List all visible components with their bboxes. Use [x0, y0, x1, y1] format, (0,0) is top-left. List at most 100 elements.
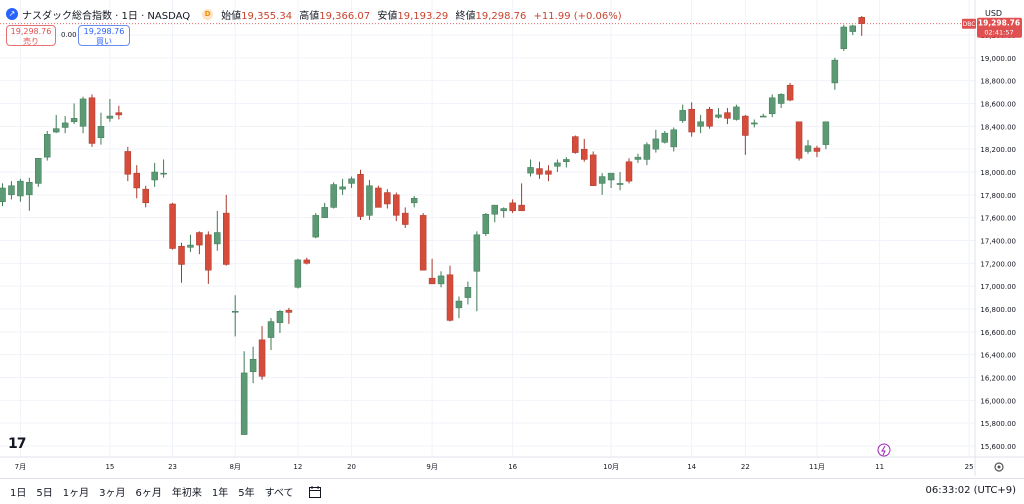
ohlc-readout: 始値19,355.34 高値19,366.07 安値19,193.29 終値19… — [221, 7, 622, 22]
candle-body — [625, 161, 633, 182]
candle — [231, 295, 239, 337]
currency-label[interactable]: USD — [985, 9, 1003, 18]
candle — [357, 169, 364, 220]
candle-body — [491, 204, 498, 215]
sell-button[interactable]: 19,298.76 売り — [6, 25, 56, 46]
timeframe-1m[interactable]: 1ヶ月 — [62, 488, 90, 499]
settings-gear-icon[interactable] — [994, 462, 1004, 472]
spread-value: 0.00 — [61, 31, 77, 39]
candle-body — [572, 136, 579, 153]
chart-area[interactable]: 15,600.00 15,800.00 16,000.00 16,200.00 16,4… — [0, 0, 1024, 476]
candle-body — [330, 184, 337, 208]
candle — [366, 179, 373, 220]
candle-body — [178, 245, 185, 265]
candle-body — [760, 115, 767, 118]
candle — [249, 346, 257, 384]
candle-body — [133, 172, 140, 189]
candle-body — [536, 168, 543, 175]
open-label: 始値 — [221, 10, 242, 22]
candle — [473, 231, 481, 312]
timeframe-all[interactable]: すべて — [264, 488, 294, 499]
x-tick-label: 8月 — [229, 463, 240, 471]
candle-body — [231, 311, 239, 313]
candle-body — [410, 198, 418, 204]
candle-body — [52, 128, 60, 133]
timeframe-5d[interactable]: 5日 — [36, 488, 53, 499]
candle-body — [79, 98, 87, 127]
candle — [634, 153, 642, 163]
candle-body — [384, 192, 391, 205]
close-label: 終値 — [455, 10, 476, 22]
candle-body — [589, 154, 597, 186]
candle-body — [679, 110, 686, 121]
candle — [196, 231, 203, 255]
candle-body — [527, 167, 534, 174]
candle — [598, 173, 606, 195]
timeframe-ytd[interactable]: 年初来 — [171, 488, 202, 499]
candle — [178, 242, 185, 283]
timeframe-1d[interactable]: 1日 — [10, 488, 27, 499]
candle-body — [124, 151, 132, 175]
candle-body — [321, 207, 328, 218]
candle-body — [446, 274, 454, 321]
candle-body — [742, 115, 749, 136]
candle — [464, 281, 472, 305]
candle-body — [160, 172, 167, 175]
candle-body — [196, 232, 203, 246]
clock-timezone[interactable]: 06:33:02 (UTC+9) — [925, 485, 1016, 496]
timeframe-6m[interactable]: 6ヶ月 — [135, 488, 162, 499]
candle — [688, 102, 695, 137]
candle — [742, 114, 749, 155]
candle — [554, 159, 561, 172]
candle — [339, 178, 346, 195]
buy-label: 買い — [96, 37, 112, 46]
candle — [840, 24, 848, 51]
candle — [804, 140, 812, 154]
timeframe-1y[interactable]: 1年 — [211, 488, 229, 499]
dividend-badge[interactable]: D — [202, 8, 214, 20]
change-value: +11.99 (+0.06%) — [533, 10, 622, 22]
candle-body — [17, 180, 24, 197]
calendar-goto-icon[interactable] — [308, 485, 322, 499]
candle — [455, 296, 463, 319]
sell-label: 売り — [23, 37, 39, 46]
candle — [428, 258, 436, 285]
candle — [536, 161, 543, 179]
candle-body — [455, 300, 463, 309]
x-tick-label: 20 — [347, 463, 356, 471]
candlestick-chart[interactable]: 15,600.00 15,800.00 16,000.00 16,200.00 16,4… — [0, 0, 1024, 476]
candle-body — [419, 215, 427, 271]
symbol-title[interactable]: ナスダック総合指数 · 1日 · NASDAQ — [22, 10, 191, 22]
x-tick-label: 7月 — [15, 463, 26, 471]
candle — [706, 106, 713, 129]
candle — [330, 182, 337, 209]
candle-body — [8, 185, 15, 196]
lightning-icon[interactable] — [877, 443, 891, 457]
symbol-logo-icon: ↗ — [6, 8, 18, 20]
y-tick-label: 16,600.00 — [980, 329, 1016, 337]
timeframe-3m[interactable]: 3ヶ月 — [99, 488, 126, 499]
candle — [491, 204, 498, 223]
buy-button[interactable]: 19,298.76 買い — [78, 25, 130, 46]
candle — [240, 351, 248, 435]
candle — [321, 202, 328, 218]
candle — [652, 129, 660, 153]
tradingview-logo[interactable]: 17 — [8, 436, 27, 452]
candle — [527, 159, 534, 177]
candle — [8, 181, 15, 200]
timeframe-5y[interactable]: 5年 — [238, 488, 255, 499]
candle-body — [500, 208, 507, 212]
x-tick-label: 11月 — [809, 463, 825, 471]
candle-body — [724, 112, 731, 119]
candle-body — [339, 186, 346, 190]
candle-body — [276, 311, 284, 323]
candle — [97, 112, 105, 145]
buy-price: 19,298.76 — [83, 27, 125, 36]
candle — [267, 318, 275, 351]
candle-body — [751, 122, 758, 125]
candle — [724, 108, 731, 125]
candle — [760, 113, 767, 118]
candle-body — [375, 187, 382, 208]
candle — [858, 16, 865, 36]
candle-body — [482, 213, 490, 234]
